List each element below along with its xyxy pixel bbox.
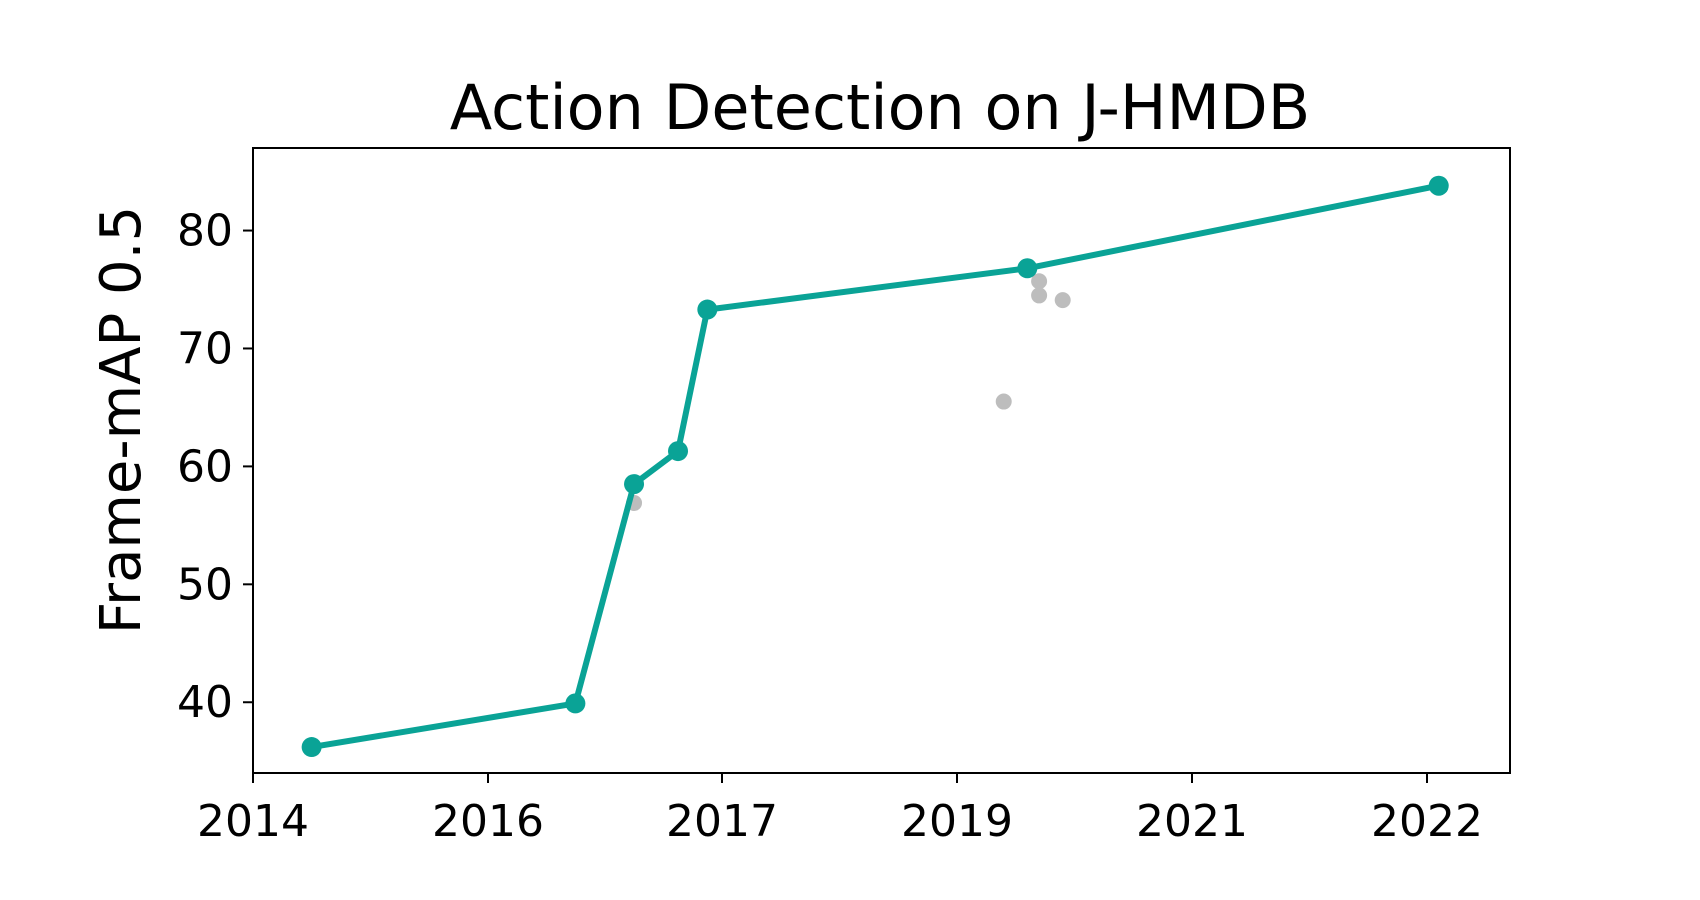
x-tick-label: 2014 (197, 796, 309, 847)
data-point-sota (301, 737, 322, 758)
plot-area: 40 50 60 70 80 2014 2016 2017 2019 2021 2022 (177, 147, 1511, 847)
x-tick-label: 2019 (901, 796, 1013, 847)
data-point-other (995, 393, 1012, 410)
data-point-sota (668, 441, 689, 462)
x-tick-label: 2017 (666, 796, 778, 847)
y-tick-label: 70 (177, 323, 233, 374)
data-point-other (1031, 287, 1048, 304)
plot-frame (252, 147, 1511, 774)
data-point-sota (697, 299, 718, 320)
y-tick-label: 60 (177, 441, 233, 492)
data-point-sota (1017, 258, 1038, 279)
x-tick-label: 2022 (1371, 796, 1483, 847)
series-line-sota (308, 182, 1442, 751)
x-tick-label: 2016 (432, 796, 544, 847)
data-point-sota (565, 693, 586, 714)
x-tick-label: 2021 (1136, 796, 1248, 847)
y-tick-label: 40 (177, 677, 233, 728)
y-tick-label: 80 (177, 206, 233, 257)
data-point-other (1031, 273, 1048, 290)
chart-title: Action Detection on J-HMDB (450, 71, 1311, 144)
y-axis-label: Frame-mAP 0.5 (89, 206, 154, 634)
data-point-other (1054, 292, 1071, 309)
y-tick-label: 50 (177, 559, 233, 610)
data-point-sota (1428, 175, 1449, 196)
data-point-sota (624, 474, 645, 495)
